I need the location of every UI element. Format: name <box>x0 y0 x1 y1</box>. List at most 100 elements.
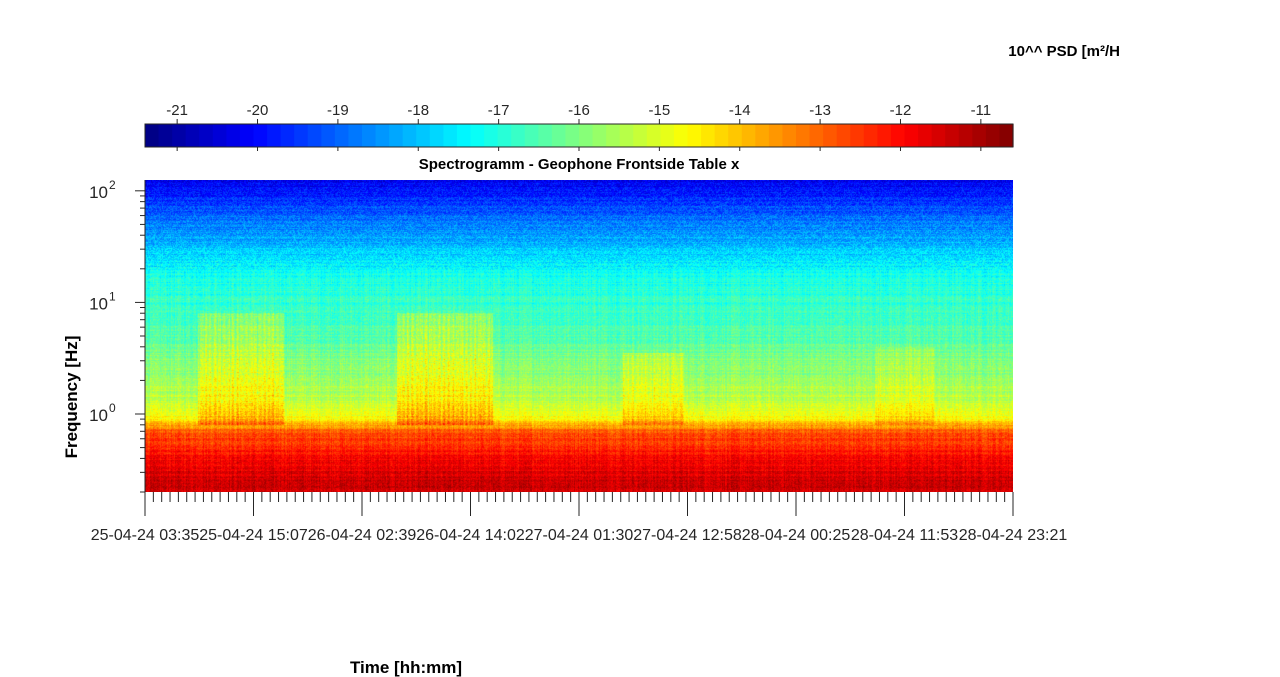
colorbar-tick-label: -20 <box>247 102 269 119</box>
colorbar-segment <box>280 124 295 147</box>
colorbar-segment <box>402 124 417 147</box>
colorbar-segment <box>239 124 255 147</box>
colorbar-segment <box>796 124 811 147</box>
colorbar-segment <box>890 124 906 147</box>
y-tick-label: 10 0 <box>89 401 116 425</box>
colorbar-segment <box>728 124 743 147</box>
x-tick-label: 28-04-24 23:21 <box>959 527 1068 544</box>
colorbar-tick-label: -21 <box>166 102 188 119</box>
colorbar-segment <box>443 124 458 147</box>
colorbar-segment <box>579 124 594 147</box>
x-tick-label: 27-04-24 12:58 <box>633 527 742 544</box>
x-tick-label: 27-04-24 01:30 <box>525 527 634 544</box>
colorbar-tick-label: -12 <box>890 102 912 119</box>
colorbar-segment <box>416 124 431 147</box>
colorbar-segment <box>456 124 472 147</box>
colorbar-segment <box>524 124 539 147</box>
colorbar-segment <box>660 124 675 147</box>
colorbar-segment <box>511 124 526 147</box>
colorbar-segment <box>158 124 173 147</box>
colorbar-segment <box>904 124 919 147</box>
colorbar-segment <box>999 124 1014 147</box>
y-tick-exponent: 2 <box>109 178 116 192</box>
colorbar-segment <box>348 124 363 147</box>
colorbar-segment <box>863 124 878 147</box>
colorbar-segment <box>836 124 851 147</box>
colorbar-segment <box>470 124 485 147</box>
colorbar-segment <box>212 124 227 147</box>
colorbar-segment <box>958 124 973 147</box>
colorbar-segment <box>877 124 892 147</box>
y-tick-base: 10 <box>89 183 108 202</box>
colorbar-segment <box>687 124 702 147</box>
y-tick-label: 10 2 <box>89 178 116 202</box>
colorbar-segment <box>334 124 350 147</box>
colorbar-segment <box>145 124 160 147</box>
colorbar-segment <box>850 124 865 147</box>
colorbar-segment <box>497 124 512 147</box>
colorbar-segment <box>429 124 444 147</box>
colorbar-segment <box>267 124 282 147</box>
colorbar-segment <box>701 124 716 147</box>
colorbar-segment <box>253 124 268 147</box>
x-tick-label: 25-04-24 15:07 <box>199 527 308 544</box>
colorbar-segment <box>945 124 960 147</box>
colorbar-segment <box>782 124 797 147</box>
colorbar-segment <box>172 124 187 147</box>
colorbar-segment <box>592 124 607 147</box>
y-tick-base: 10 <box>89 294 108 313</box>
colorbar-segment <box>199 124 214 147</box>
colorbar-segment <box>619 124 634 147</box>
colorbar-segment <box>755 124 770 147</box>
colorbar-tick-label: -14 <box>729 102 751 119</box>
colorbar-segment <box>565 124 580 147</box>
colorbar-segment <box>985 124 1001 147</box>
colorbar-tick-label: -16 <box>568 102 590 119</box>
colorbar-segment <box>606 124 621 147</box>
colorbar-tick-labels: -21 -20 -19 -18 -17 -16 -15 -14 -13 -12 -11 <box>166 102 991 119</box>
x-axis-label: Time [hh:mm] <box>350 658 462 677</box>
x-tick-label: 26-04-24 02:39 <box>308 527 417 544</box>
colorbar-label: 10^^ PSD [m²/H <box>1008 43 1120 60</box>
colorbar-segment <box>741 124 756 147</box>
colorbar-frame <box>144 123 1014 148</box>
colorbar-segment <box>362 124 377 147</box>
colorbar-segment <box>551 124 567 147</box>
colorbar-tick-label: -19 <box>327 102 349 119</box>
colorbar-segment <box>823 124 838 147</box>
colorbar-segment <box>389 124 404 147</box>
colorbar-tick-label: -17 <box>488 102 510 119</box>
colorbar-segment <box>918 124 933 147</box>
chart-title: Spectrogramm - Geophone Frontside Table … <box>419 156 740 173</box>
spectrogram-plot <box>145 180 1013 492</box>
colorbar-segment <box>538 124 553 147</box>
colorbar-tick-label: -13 <box>809 102 831 119</box>
colorbar-tick-label: -18 <box>407 102 429 119</box>
y-axis-label: Frequency [Hz] <box>62 336 81 459</box>
colorbar-segment <box>972 124 987 147</box>
colorbar-segment <box>809 124 824 147</box>
x-tick-label: 28-04-24 00:25 <box>742 527 851 544</box>
x-tick-label: 26-04-24 14:02 <box>416 527 525 544</box>
colorbar <box>145 119 1014 151</box>
y-tick-label: 10 1 <box>89 289 116 313</box>
x-axis: 25-04-24 03:35 25-04-24 15:07 26-04-24 02:… <box>91 492 1068 544</box>
colorbar-segment <box>673 124 689 147</box>
colorbar-segment <box>714 124 729 147</box>
colorbar-segment <box>226 124 241 147</box>
x-tick-label: 25-04-24 03:35 <box>91 527 200 544</box>
colorbar-segment <box>646 124 661 147</box>
colorbar-segment <box>484 124 499 147</box>
colorbar-segment <box>931 124 946 147</box>
x-tick-label: 28-04-24 11:53 <box>851 527 958 544</box>
colorbar-segment <box>294 124 309 147</box>
colorbar-segment <box>633 124 648 147</box>
colorbar-segment <box>375 124 390 147</box>
y-tick-base: 10 <box>89 406 108 425</box>
y-tick-exponent: 0 <box>109 401 116 415</box>
colorbar-segment <box>185 124 200 147</box>
y-tick-exponent: 1 <box>109 289 116 303</box>
colorbar-segment <box>307 124 322 147</box>
